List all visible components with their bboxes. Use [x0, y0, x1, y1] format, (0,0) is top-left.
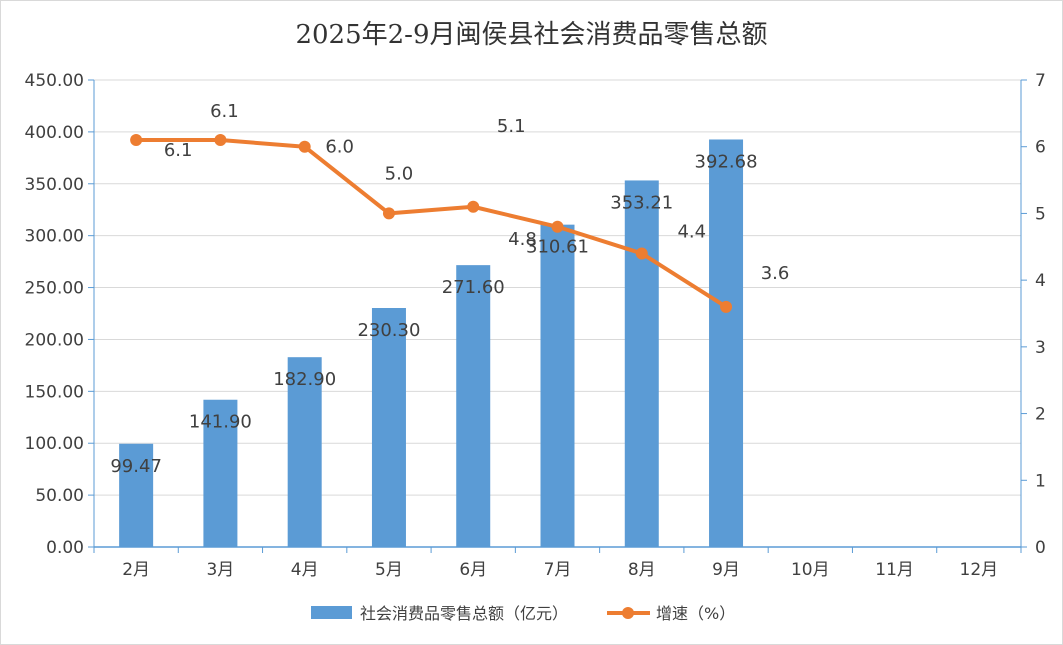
y-left-tick-label: 0.00: [46, 538, 84, 558]
line-point: [130, 134, 143, 147]
line-point: [720, 300, 733, 313]
x-tick-label: 10月: [791, 560, 830, 580]
bar-data-label: 353.21: [610, 192, 673, 213]
legend-label-line: 增速（%）: [656, 604, 735, 623]
chart-title: 2025年2-9月闽侯县社会消费品零售总额: [295, 20, 768, 50]
line-data-label: 6.0: [325, 137, 354, 158]
legend-label-bar: 社会消费品零售总额（亿元）: [360, 604, 568, 623]
bar-data-label: 310.61: [526, 237, 589, 258]
y-right-tick-label: 0: [1035, 538, 1046, 558]
line-data-label: 6.1: [210, 101, 239, 122]
bar: [119, 443, 154, 547]
line-data-label: 3.6: [761, 263, 790, 284]
bar: [371, 307, 406, 547]
growth-line: [134, 138, 729, 309]
bar-data-label: 99.47: [110, 456, 162, 477]
y-right-tick-label: 2: [1035, 405, 1046, 425]
bar: [624, 180, 659, 547]
bar-data-label: 392.68: [695, 151, 758, 172]
line-point: [382, 207, 395, 220]
line-data-label: 6.1: [164, 140, 193, 161]
y-left-tick-label: 300.00: [25, 227, 84, 247]
y-right-tick-label: 1: [1035, 471, 1046, 491]
line-point: [635, 247, 648, 260]
y-left-tick-label: 50.00: [35, 486, 84, 506]
x-tick-label: 4月: [291, 560, 319, 580]
bar: [456, 265, 491, 547]
bar-data-label: 141.90: [189, 412, 252, 433]
y-right-tick-label: 3: [1035, 338, 1046, 358]
y-right-tick-label: 6: [1035, 138, 1046, 158]
y-right-tick-label: 7: [1035, 71, 1046, 91]
bar-data-label: 271.60: [442, 277, 505, 298]
x-tick-label: 5月: [375, 560, 403, 580]
x-tick-label: 9月: [712, 560, 740, 580]
y-left-tick-label: 400.00: [25, 123, 84, 143]
line-data-label: 4.8: [508, 229, 537, 250]
x-tick-label: 7月: [544, 560, 572, 580]
y-left-tick-label: 350.00: [25, 175, 84, 195]
bar: [287, 357, 322, 547]
bar-data-label: 182.90: [273, 369, 336, 390]
x-tick-label: 8月: [628, 560, 656, 580]
y-left-tick-label: 200.00: [25, 330, 84, 350]
x-tick-label: 2月: [122, 560, 150, 580]
y-right-tick-label: 4: [1035, 271, 1046, 291]
x-tick-label: 12月: [960, 560, 999, 580]
bar-data-label: 230.30: [357, 320, 420, 341]
line-data-label: 4.4: [677, 221, 706, 242]
bar: [540, 224, 575, 548]
y-left-tick-label: 100.00: [25, 434, 84, 454]
line-data-label: 5.1: [497, 116, 526, 137]
x-tick-label: 3月: [206, 560, 234, 580]
line-point: [551, 220, 564, 233]
line-point: [214, 134, 227, 147]
line-point: [298, 140, 311, 153]
bar: [203, 399, 238, 547]
line-data-label: 5.0: [385, 163, 414, 184]
y-right-tick-label: 5: [1035, 204, 1046, 224]
legend-swatch-marker: [622, 607, 634, 619]
line-point: [467, 200, 480, 213]
y-left-tick-label: 150.00: [25, 382, 84, 402]
y-left-tick-label: 250.00: [25, 279, 84, 299]
y-left-tick-label: 450.00: [25, 71, 84, 91]
bar: [709, 139, 744, 548]
legend-swatch-bar: [311, 606, 352, 619]
x-tick-label: 6月: [459, 560, 487, 580]
x-tick-label: 11月: [875, 560, 914, 580]
